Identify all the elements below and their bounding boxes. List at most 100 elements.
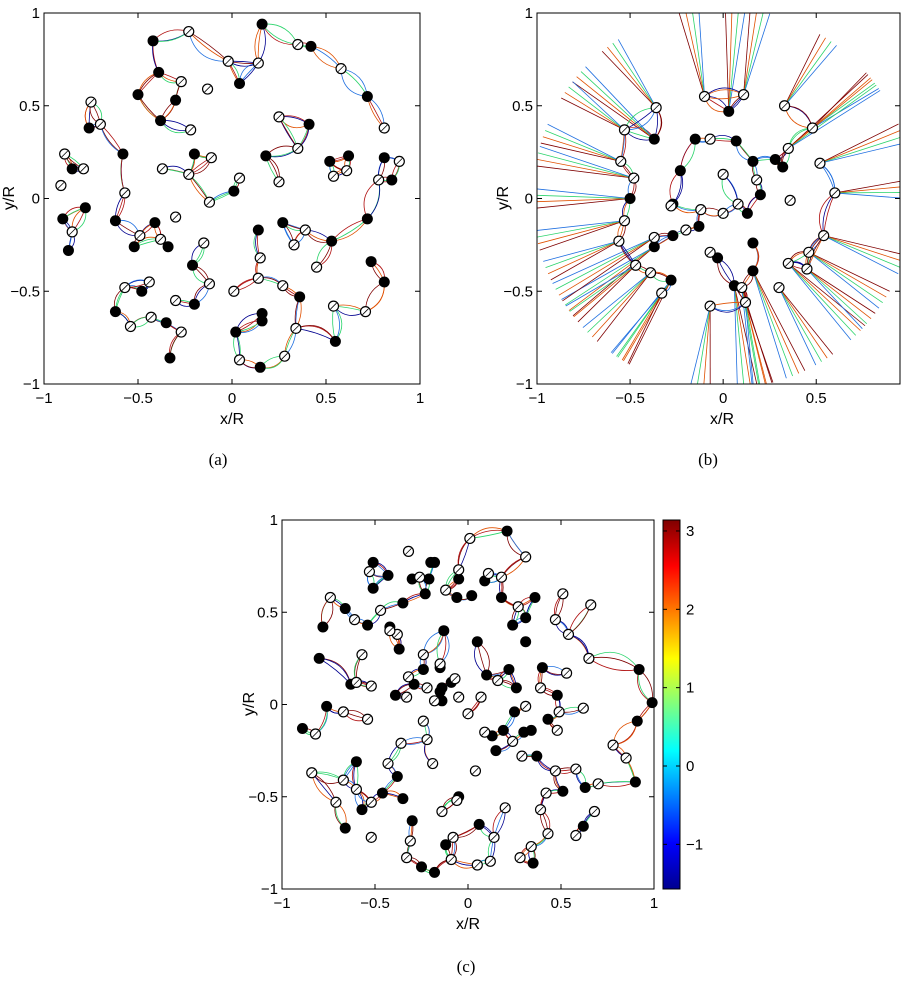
- open-marker: [540, 787, 552, 799]
- flow-line: [788, 84, 877, 149]
- filled-marker: [531, 750, 543, 762]
- open-marker: [145, 311, 157, 323]
- open-marker: [55, 179, 67, 192]
- filled-marker: [397, 597, 409, 609]
- open-marker: [365, 796, 377, 808]
- flow-line: [690, 305, 711, 384]
- open-marker: [551, 724, 563, 736]
- flow-line: [537, 198, 631, 203]
- flow-line: [561, 97, 625, 131]
- filled-marker: [326, 235, 338, 247]
- open-marker: [373, 174, 385, 186]
- open-marker: [350, 783, 362, 795]
- open-marker: [738, 89, 750, 101]
- flow-line: [823, 235, 899, 275]
- filled-marker: [417, 663, 429, 675]
- filled-marker: [391, 770, 403, 782]
- filled-marker: [128, 241, 140, 253]
- open-marker: [562, 628, 575, 640]
- y-tick-label: 0: [525, 191, 533, 208]
- filled-marker: [509, 706, 520, 718]
- open-marker: [620, 752, 632, 764]
- flow-line: [562, 237, 655, 302]
- colorbar-tick-label: −1: [686, 836, 703, 853]
- flow-line: [587, 272, 651, 333]
- filled-marker: [329, 335, 341, 347]
- filled-marker: [356, 804, 368, 816]
- x-tick-label: 0: [228, 390, 236, 407]
- flow-line: [568, 246, 655, 311]
- panel-c-ticks: −1 −0.5 0 0.5 1 −1 −0.5 0 0.5 1: [248, 512, 658, 912]
- open-marker: [492, 674, 504, 687]
- y-tick-label: 1: [32, 5, 40, 22]
- flow-line: [834, 192, 900, 194]
- flow-line: [596, 272, 651, 342]
- flow-line: [582, 272, 651, 328]
- filled-marker: [260, 150, 272, 162]
- open-marker: [447, 831, 459, 843]
- open-marker: [402, 671, 415, 683]
- flow-line: [745, 302, 774, 383]
- open-marker: [782, 142, 794, 155]
- flow-line: [806, 268, 863, 329]
- flow-line: [743, 13, 771, 95]
- x-tick-label: −0.5: [615, 390, 645, 407]
- filled-marker: [256, 315, 268, 327]
- filled-marker: [365, 256, 377, 268]
- filled-marker: [386, 174, 398, 186]
- flow-line: [819, 137, 900, 164]
- open-marker: [534, 804, 547, 816]
- open-marker: [784, 194, 796, 206]
- flow-line: [778, 287, 834, 355]
- flow-line: [469, 529, 508, 539]
- open-marker: [451, 794, 463, 807]
- panel-b-points: [613, 89, 841, 312]
- flow-line: [547, 123, 621, 162]
- panel-a-caption: (a): [209, 450, 228, 469]
- open-marker: [818, 230, 830, 242]
- open-marker: [499, 802, 511, 814]
- filled-marker: [79, 202, 91, 214]
- flow-line: [808, 251, 887, 298]
- filled-marker: [188, 148, 200, 160]
- panel-a-xlabel: x/R: [220, 411, 244, 428]
- open-marker: [330, 796, 342, 808]
- open-marker: [453, 691, 465, 703]
- open-marker: [525, 840, 537, 853]
- filled-marker: [136, 285, 148, 297]
- y-tick-label: 0: [270, 697, 278, 714]
- flow-line: [188, 31, 229, 62]
- open-marker: [393, 155, 405, 167]
- open-marker: [201, 83, 214, 95]
- open-marker: [630, 259, 642, 271]
- open-marker: [471, 859, 483, 871]
- flow-line: [262, 23, 299, 45]
- filled-marker: [557, 785, 569, 797]
- flow-line: [788, 263, 861, 331]
- open-marker: [739, 296, 752, 308]
- y-tick-label: 1: [525, 5, 533, 22]
- x-tick-label: −1: [273, 895, 290, 912]
- flow-line: [261, 23, 298, 45]
- filled-marker: [162, 241, 174, 253]
- open-marker: [704, 246, 716, 258]
- flow-line: [743, 13, 764, 95]
- filled-marker: [188, 298, 200, 310]
- flow-line: [834, 180, 900, 194]
- panel-a-points: [55, 18, 405, 373]
- filled-marker: [170, 94, 182, 106]
- open-marker: [273, 111, 285, 123]
- flow-line: [808, 251, 883, 304]
- colorbar-tick-label: 3: [686, 523, 694, 540]
- open-marker: [449, 673, 461, 685]
- filled-marker: [646, 697, 658, 709]
- filled-marker: [382, 569, 394, 581]
- filled-marker: [164, 352, 176, 364]
- open-marker: [570, 763, 582, 775]
- flow-line: [808, 251, 880, 309]
- filled-marker: [665, 274, 677, 286]
- flow-line: [543, 240, 620, 262]
- x-tick-label: −1: [528, 390, 545, 407]
- flow-line: [788, 90, 881, 149]
- flow-line: [812, 72, 867, 129]
